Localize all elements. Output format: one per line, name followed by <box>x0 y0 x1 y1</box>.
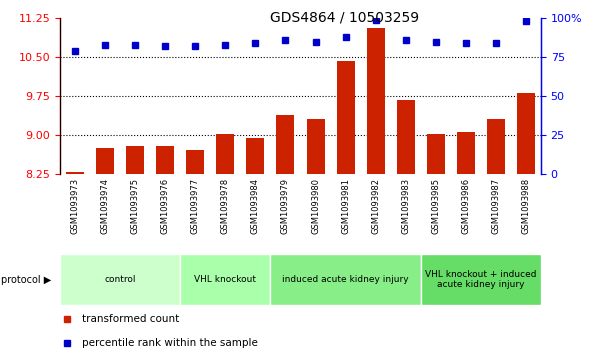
Bar <box>367 28 385 174</box>
Text: control: control <box>105 275 136 284</box>
Bar <box>246 138 264 174</box>
Text: GSM1093975: GSM1093975 <box>131 178 139 234</box>
Text: protocol ▶: protocol ▶ <box>1 274 52 285</box>
Bar <box>307 119 325 174</box>
Bar <box>270 254 421 305</box>
Text: GSM1093984: GSM1093984 <box>251 178 260 234</box>
Bar <box>397 100 415 174</box>
Bar <box>96 148 114 174</box>
Bar <box>216 134 234 174</box>
Bar <box>487 119 505 174</box>
Text: VHL knockout: VHL knockout <box>194 275 257 284</box>
Text: GSM1093980: GSM1093980 <box>311 178 320 234</box>
Text: induced acute kidney injury: induced acute kidney injury <box>282 275 409 284</box>
Bar <box>276 115 294 174</box>
Text: VHL knockout + induced
acute kidney injury: VHL knockout + induced acute kidney inju… <box>425 270 537 289</box>
Bar <box>517 93 535 174</box>
Text: GDS4864 / 10503259: GDS4864 / 10503259 <box>270 11 419 25</box>
Text: GSM1093988: GSM1093988 <box>522 178 530 234</box>
Bar <box>156 146 174 174</box>
Text: GSM1093978: GSM1093978 <box>221 178 230 234</box>
Bar <box>66 172 84 174</box>
Text: GSM1093979: GSM1093979 <box>281 178 290 234</box>
Bar <box>457 131 475 174</box>
Bar <box>180 254 270 305</box>
Bar <box>427 134 445 174</box>
Bar <box>60 254 180 305</box>
Text: GSM1093985: GSM1093985 <box>432 178 440 234</box>
Text: GSM1093987: GSM1093987 <box>492 178 500 234</box>
Bar <box>126 146 144 174</box>
Bar <box>186 150 204 174</box>
Text: GSM1093974: GSM1093974 <box>101 178 109 234</box>
Text: GSM1093983: GSM1093983 <box>401 178 410 234</box>
Text: transformed count: transformed count <box>82 314 179 324</box>
Text: GSM1093976: GSM1093976 <box>161 178 169 234</box>
Text: GSM1093981: GSM1093981 <box>341 178 350 234</box>
Text: GSM1093986: GSM1093986 <box>462 178 470 234</box>
Text: GSM1093982: GSM1093982 <box>371 178 380 234</box>
Text: percentile rank within the sample: percentile rank within the sample <box>82 338 258 347</box>
Bar <box>421 254 541 305</box>
Text: GSM1093973: GSM1093973 <box>71 178 79 234</box>
Text: GSM1093977: GSM1093977 <box>191 178 200 234</box>
Bar <box>337 61 355 174</box>
